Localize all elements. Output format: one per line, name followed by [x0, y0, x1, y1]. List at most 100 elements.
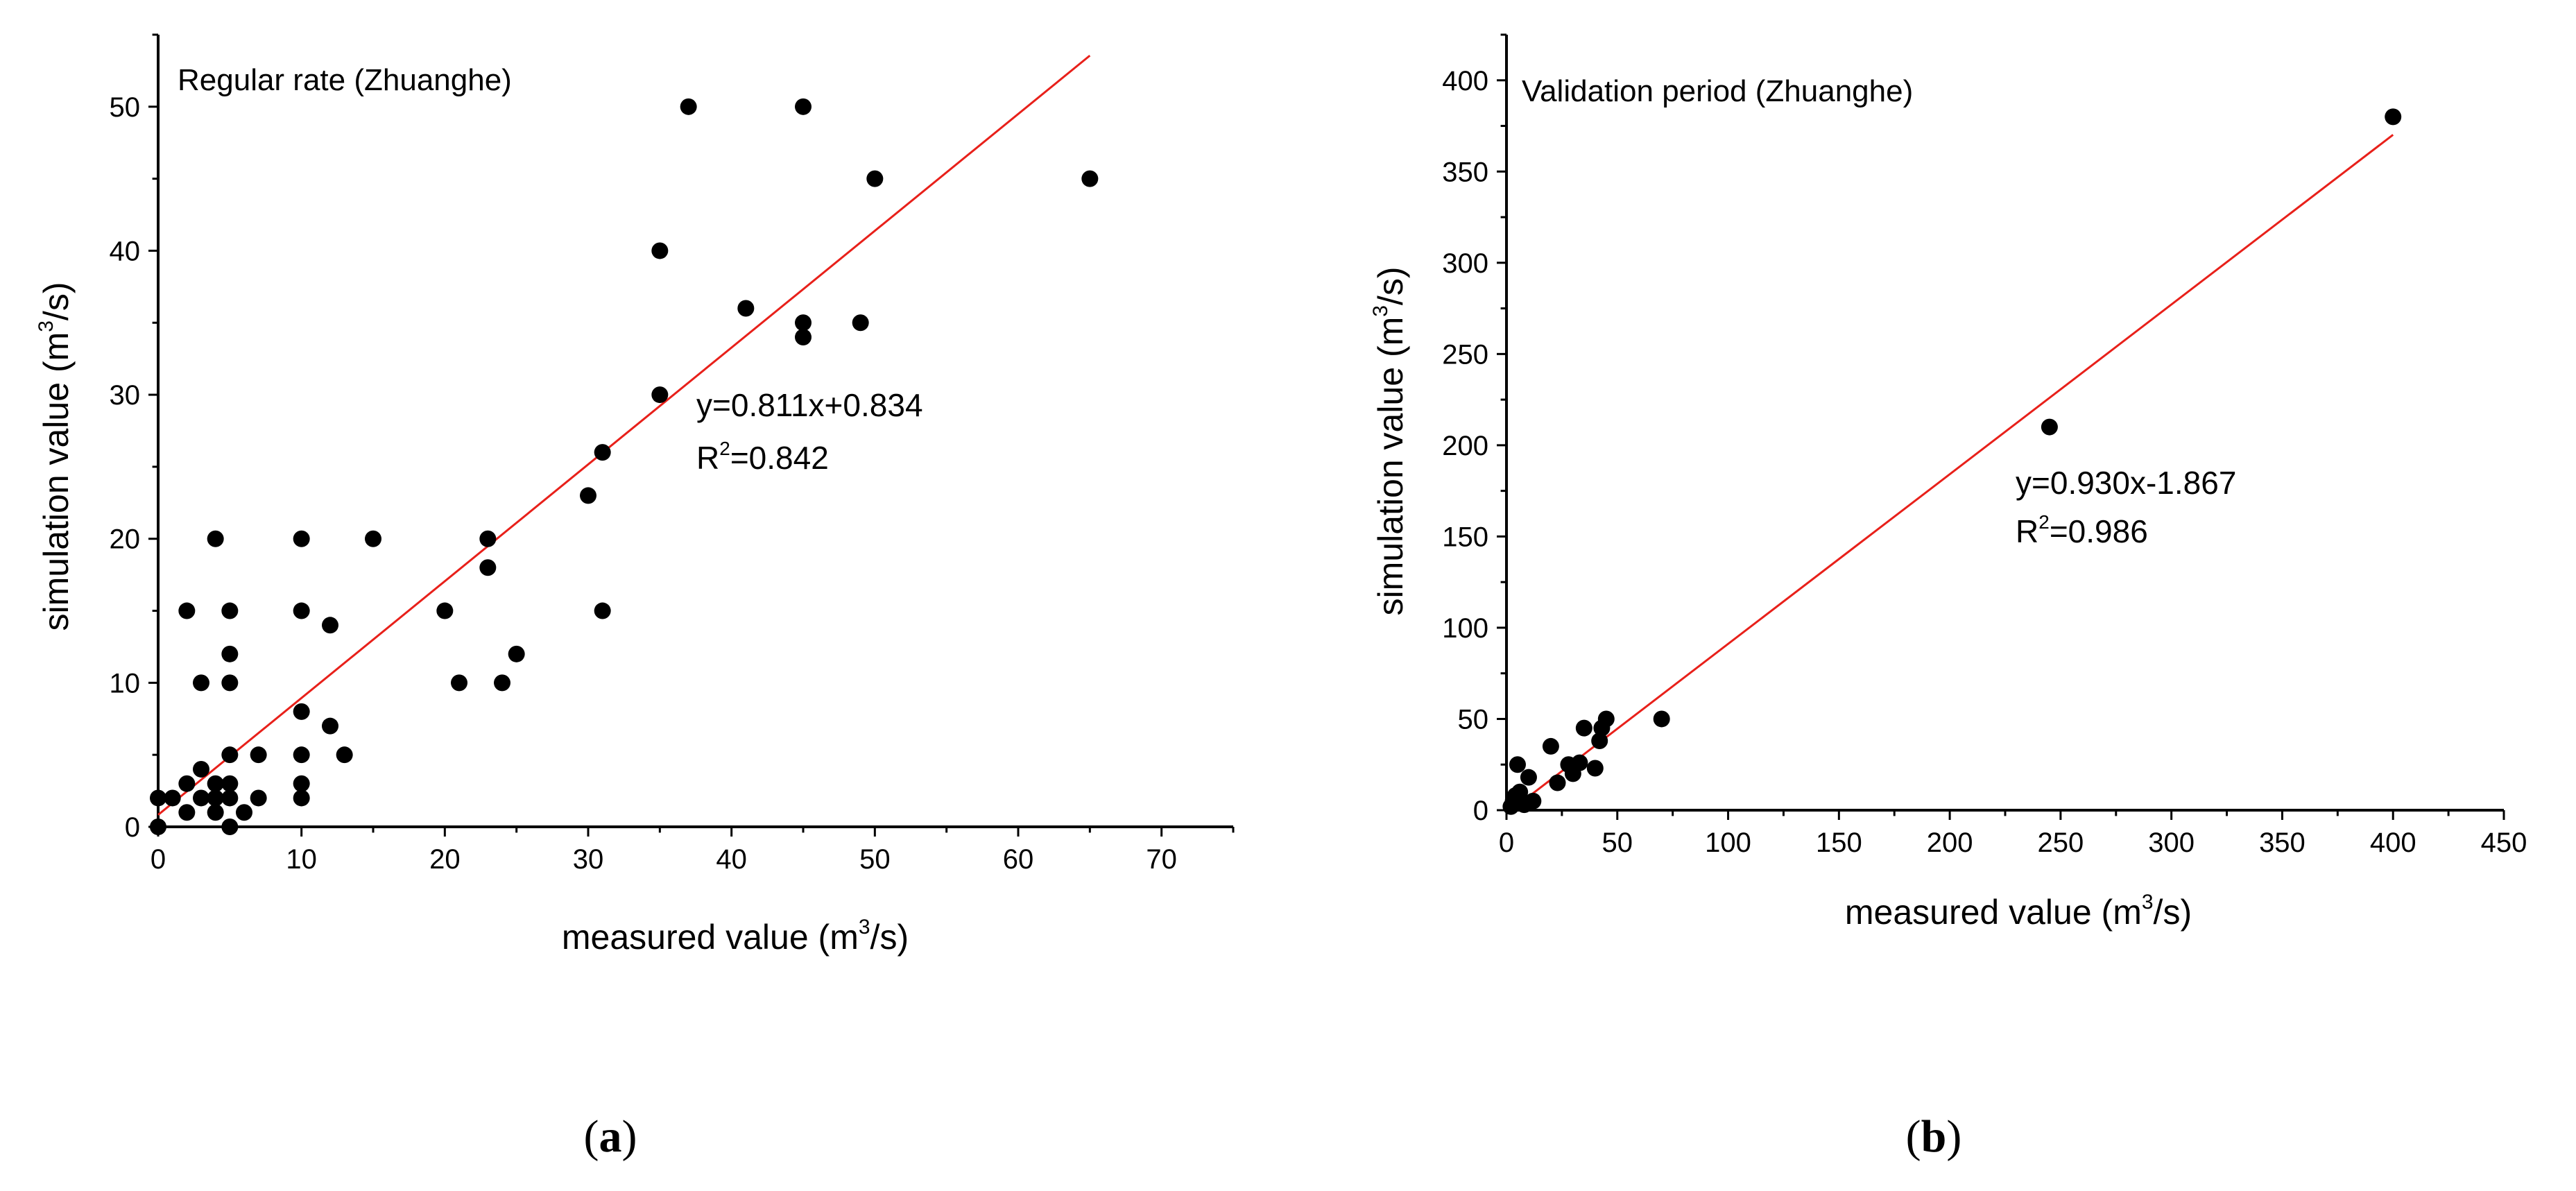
panel-a-ylabel-end: /s)	[37, 282, 76, 321]
panel-a-x-tick-label: 60	[1003, 844, 1034, 875]
panel-a-data-point	[293, 703, 310, 720]
panel-a-data-point	[193, 789, 209, 807]
panel-a-y-tick-label: 50	[110, 92, 141, 123]
panel-a-data-point	[164, 789, 181, 807]
panel-b-y-tick-label: 300	[1442, 248, 1488, 279]
panel-a-r2-label: R	[696, 440, 719, 476]
panel-a-points	[150, 98, 1099, 835]
panel-b-fit-line	[1510, 134, 2394, 812]
panel-a-data-point	[680, 98, 697, 115]
panel-a-data-point	[365, 530, 381, 547]
panel-a-data-point	[221, 674, 239, 692]
panel-a-data-point	[221, 602, 239, 619]
panel-a-x-tick-label: 20	[429, 844, 461, 875]
panel-a-data-point	[1081, 170, 1099, 187]
panel-b-x-tick-label: 450	[2481, 828, 2527, 858]
panel-a-xlabel-end: /s)	[870, 918, 909, 957]
panel-a-data-point	[207, 775, 224, 792]
panel-a-data-point	[580, 487, 596, 504]
panel-a-sublabel: (a)	[584, 1111, 637, 1162]
panel-a-data-point	[651, 386, 669, 404]
panel-a-x-tick-label: 50	[859, 844, 891, 875]
panel-b-xlabel: measured value (m3/s)	[1845, 891, 2192, 932]
panel-a-fit-line-group	[157, 54, 1091, 816]
panel-a-data-point	[852, 314, 869, 332]
panel-b-data-point	[2385, 108, 2402, 126]
panel-a-data-point	[293, 530, 310, 547]
panel-a-data-point	[178, 775, 196, 792]
panel-a-y-tick-label: 20	[110, 524, 141, 555]
panel-a-data-point	[866, 170, 884, 187]
panel-a-data-point	[250, 746, 267, 764]
panel-b-data-point	[1571, 754, 1588, 771]
panel-b-x-tick-label: 250	[2038, 828, 2084, 858]
panel-a-x-tick-label: 40	[716, 844, 747, 875]
panel-b-y-tick-label: 200	[1442, 431, 1488, 461]
panel-b-data-point	[1525, 792, 1542, 809]
panel-a-x-tick-label: 0	[151, 844, 166, 875]
panel-b-y-tick-label: 0	[1473, 796, 1488, 826]
panel-b-x-tick-label: 350	[2259, 828, 2305, 858]
panel-a-data-point	[221, 775, 239, 792]
panel-b-data-point	[1520, 769, 1537, 786]
panel-a-ylabel-sup: 3	[35, 320, 58, 332]
panel-a-x-tick-label: 30	[573, 844, 604, 875]
panel-a-data-point	[236, 804, 252, 821]
panel-b-data-point	[1586, 760, 1604, 777]
panel-b-data-point	[1542, 737, 1559, 755]
panel-a-data-point	[207, 530, 224, 547]
panel-a-y-tick-label: 10	[110, 668, 141, 699]
panel-b-y-tick-label: 400	[1442, 66, 1488, 96]
panel-a-r2-value: =0.842	[730, 440, 829, 476]
panel-b-x-tick-label: 400	[2370, 828, 2416, 858]
panel-a-data-point	[178, 602, 196, 619]
panel-a-data-point	[795, 329, 812, 346]
panel-a-ylabel-text: simulation value (m	[37, 332, 76, 631]
panel-a-x-tick-label: 10	[286, 844, 317, 875]
panel-b-r2: R2=0.986	[2016, 511, 2148, 549]
panel-a-data-point	[293, 602, 310, 619]
panel-a-fit-line	[157, 54, 1091, 816]
panel-b-y-tick-label: 100	[1442, 613, 1488, 644]
panel-a-data-point	[336, 746, 353, 764]
panel-b-equation: y=0.930x-1.867	[2016, 465, 2236, 501]
panel-b-chart: 0 50 100 150 200 250 300 350 400 450 0 50 100 150 200 2…	[1369, 33, 2527, 1162]
panel-a-data-point	[207, 789, 224, 807]
panel-b-fit-line-group	[1510, 134, 2394, 812]
panel-a-data-point	[150, 789, 166, 807]
panel-a-chart: 0 10 20 30 40 50 60 70 0 10 20 30 40 50 Regular rate …	[35, 33, 1235, 1162]
panel-b-xlabel-sup: 3	[2142, 891, 2154, 914]
panel-b-data-point	[1549, 774, 1566, 791]
panel-b-r2-sup: 2	[2038, 511, 2050, 533]
panel-a-data-point	[322, 617, 338, 634]
panel-a-data-point	[494, 674, 510, 692]
panel-a-data-point	[221, 645, 239, 662]
panel-b-ylabel-sup: 3	[1369, 305, 1392, 317]
panel-a-data-point	[508, 645, 525, 662]
panel-a-r2: R2=0.842	[696, 438, 829, 476]
panel-a-r2-sup: 2	[719, 438, 730, 459]
panel-b-x-tick-label: 200	[1927, 828, 1973, 858]
panel-b-data-point	[1509, 756, 1526, 773]
panel-b-sublabel-letter: b	[1921, 1111, 1947, 1162]
panel-a-data-point	[436, 602, 454, 619]
panel-b-data-point	[1575, 719, 1592, 737]
panel-a-data-point	[594, 444, 611, 461]
panel-a-data-point	[293, 789, 310, 807]
panel-a-equation: y=0.811x+0.834	[696, 387, 923, 423]
panel-a-data-point	[221, 819, 239, 835]
panel-b-r2-value: =0.986	[2050, 513, 2148, 549]
panel-a-data-point	[795, 314, 812, 332]
panel-b-data-point	[1597, 710, 1615, 728]
panel-a-data-point	[193, 760, 209, 778]
panel-a-sublabel-letter: a	[599, 1111, 622, 1162]
panel-a-axes: 0 10 20 30 40 50 60 70 0 10 20 30 40 50	[110, 33, 1235, 875]
panel-a-xlabel: measured value (m3/s)	[562, 916, 909, 957]
panel-a-data-point	[250, 789, 267, 807]
panel-a-data-point	[221, 789, 239, 807]
panel-a-data-point	[594, 602, 611, 619]
panel-b-y-tick-label: 250	[1442, 339, 1488, 370]
panel-b-xlabel-end: /s)	[2154, 893, 2192, 932]
panel-b-ylabel-end: /s)	[1371, 267, 1410, 306]
